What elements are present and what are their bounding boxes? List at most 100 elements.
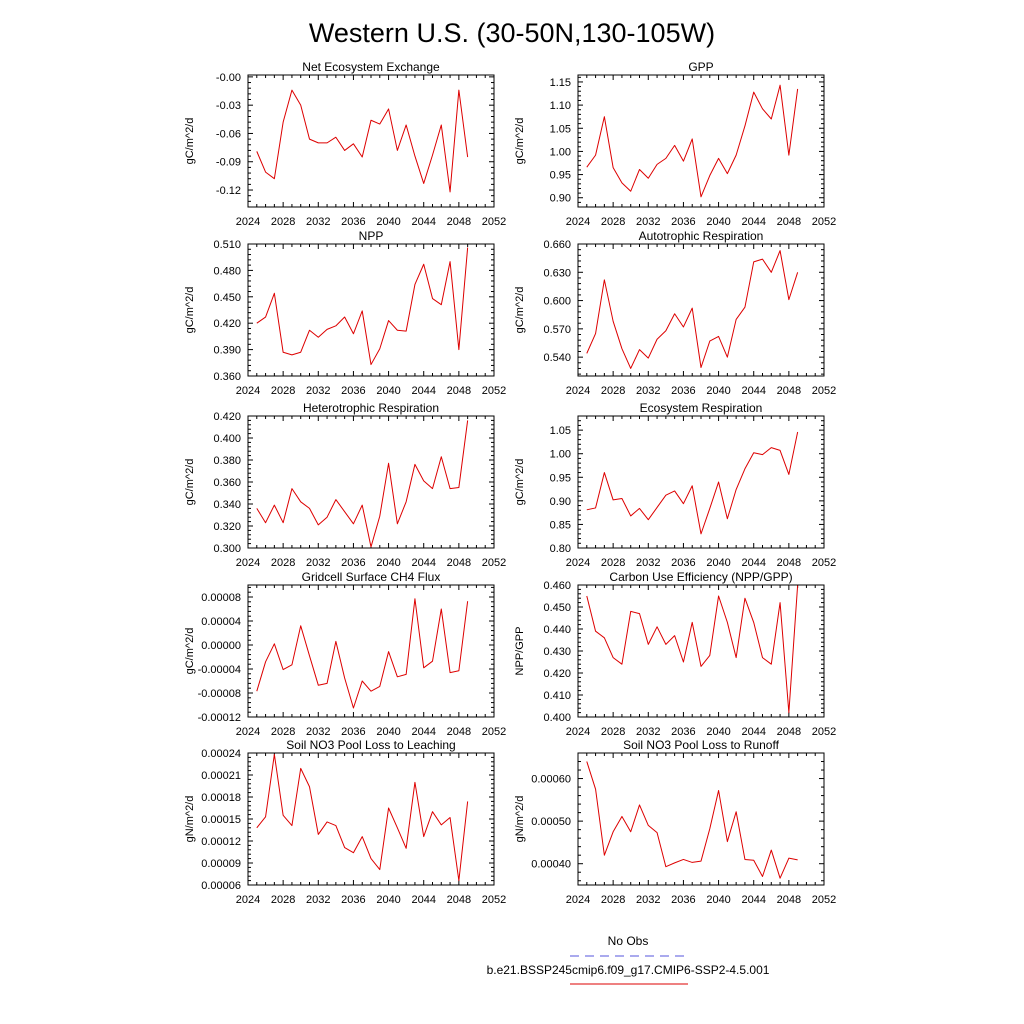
chart-10-y-tick-label: 0.00050 <box>531 816 571 828</box>
chart-9-y-tick-label: 0.00012 <box>201 836 241 848</box>
chart-2-y-tick-label: 1.00 <box>550 146 571 158</box>
chart-4-y-tick-label: 0.600 <box>543 296 571 308</box>
chart-5-x-tick-label: 2028 <box>271 557 295 569</box>
chart-3-y-tick-label: 0.450 <box>213 292 241 304</box>
chart-1-y-tick-label: -0.09 <box>216 157 241 169</box>
chart-1-x-tick-label: 2052 <box>482 216 506 228</box>
chart-7-y-tick-label: -0.00012 <box>198 712 241 724</box>
chart-6-y-axis-label: gC/m^2/d <box>514 459 526 506</box>
chart-7-x-tick-label: 2052 <box>482 726 506 738</box>
chart-8-y-tick-label: 0.400 <box>543 712 571 724</box>
chart-1-x-tick-label: 2028 <box>271 216 295 228</box>
chart-3-y-axis-label: gC/m^2/d <box>184 287 196 334</box>
main-title: Western U.S. (30-50N,130-105W) <box>309 18 715 48</box>
chart-10-x-tick-label: 2044 <box>741 894 765 906</box>
chart-5-series-line <box>256 420 469 548</box>
chart-9-y-axis-label: gN/m^2/d <box>184 796 196 843</box>
chart-5-x-tick-label: 2048 <box>447 557 471 569</box>
chart-4-y-tick-label: 0.540 <box>543 352 571 364</box>
chart-4-x-tick-label: 2048 <box>777 385 801 397</box>
chart-8-x-tick-label: 2036 <box>671 726 695 738</box>
chart-8-x-tick-label: 2024 <box>566 726 590 738</box>
chart-3-series-line <box>256 247 469 366</box>
chart-5-y-tick-label: 0.380 <box>213 455 241 467</box>
chart-5-y-axis-label: gC/m^2/d <box>184 459 196 506</box>
chart-5-plot-frame <box>247 415 495 549</box>
chart-4-y-tick-label: 0.660 <box>543 239 571 251</box>
chart-7-y-tick-label: -0.00008 <box>198 688 241 700</box>
chart-4-y-tick-label: 0.570 <box>543 324 571 336</box>
chart-9-title: Soil NO3 Pool Loss to Leaching <box>286 738 455 752</box>
chart-5-y-tick-label: 0.420 <box>213 411 241 423</box>
chart-1-x-tick-label: 2024 <box>236 216 260 228</box>
chart-5-y-tick-label: 0.300 <box>213 543 241 555</box>
chart-8-y-tick-label: 0.460 <box>543 580 571 592</box>
chart-1-x-tick-label: 2048 <box>447 216 471 228</box>
chart-1-y-axis-label: gC/m^2/d <box>184 118 196 165</box>
chart-10-x-tick-label: 2040 <box>706 894 730 906</box>
chart-4-y-tick-label: 0.630 <box>543 267 571 279</box>
chart-2-y-tick-label: 1.10 <box>550 100 571 112</box>
chart-1-x-tick-label: 2044 <box>411 216 435 228</box>
chart-8-x-tick-label: 2040 <box>706 726 730 738</box>
chart-8-y-tick-label: 0.450 <box>543 602 571 614</box>
chart-6-x-tick-label: 2036 <box>671 557 695 569</box>
chart-7-x-tick-label: 2024 <box>236 726 260 738</box>
chart-8-y-tick-label: 0.420 <box>543 668 571 680</box>
chart-7-y-tick-label: -0.00004 <box>198 664 241 676</box>
chart-5-x-tick-label: 2036 <box>341 557 365 569</box>
chart-8-title: Carbon Use Efficiency (NPP/GPP) <box>609 570 792 584</box>
chart-2-plot-frame <box>577 74 825 208</box>
legend: No Obs b.e21.BSSP245cmip6.f09_g17.CMIP6-… <box>487 934 770 985</box>
chart-8-x-tick-label: 2052 <box>812 726 836 738</box>
chart-2-series-line <box>586 84 799 198</box>
chart-3-y-tick-label: 0.420 <box>213 318 241 330</box>
chart-8-x-tick-label: 2028 <box>601 726 625 738</box>
chart-5-x-tick-label: 2044 <box>411 557 435 569</box>
chart-5-x-tick-label: 2040 <box>376 557 400 569</box>
chart-3-npp: NPP gC/m^2/d 2024 2028 2032 2036 2040 2044 2048 2… <box>184 229 506 397</box>
chart-2-x-tick-label: 2032 <box>636 216 660 228</box>
chart-8-plot-frame <box>577 584 825 718</box>
chart-5-x-tick-label: 2032 <box>306 557 330 569</box>
chart-6-y-tick-label: 0.95 <box>550 472 571 484</box>
chart-7-y-axis-label: gC/m^2/d <box>184 628 196 675</box>
chart-5-y-tick-label: 0.320 <box>213 521 241 533</box>
chart-3-plot-frame <box>247 243 495 377</box>
chart-6-x-tick-label: 2044 <box>741 557 765 569</box>
chart-9-x-tick-label: 2028 <box>271 894 295 906</box>
chart-9-y-tick-label: 0.00015 <box>201 814 241 826</box>
chart-7-x-tick-label: 2036 <box>341 726 365 738</box>
chart-3-x-tick-label: 2052 <box>482 385 506 397</box>
chart-3-y-tick-label: 0.480 <box>213 265 241 277</box>
chart-2-title: GPP <box>688 60 713 74</box>
chart-6-series-line <box>586 431 799 535</box>
chart-9-x-tick-label: 2048 <box>447 894 471 906</box>
chart-9-series-line <box>256 753 469 882</box>
chart-7-y-tick-label: 0.00000 <box>201 640 241 652</box>
chart-2-y-tick-label: 0.95 <box>550 170 571 182</box>
chart-6-y-tick-label: 0.80 <box>550 543 571 555</box>
chart-1-x-tick-label: 2032 <box>306 216 330 228</box>
chart-5-y-tick-label: 0.340 <box>213 499 241 511</box>
chart-7-gridcell-surface-ch4-flux: Gridcell Surface CH4 Flux gC/m^2/d 2024 202… <box>184 570 506 738</box>
chart-7-x-tick-label: 2044 <box>411 726 435 738</box>
chart-8-y-axis-label: NPP/GPP <box>514 627 526 676</box>
chart-10-plot-frame <box>577 752 825 886</box>
chart-3-title: NPP <box>359 229 384 243</box>
chart-7-plot-frame <box>247 584 495 718</box>
chart-4-x-tick-label: 2052 <box>812 385 836 397</box>
chart-3-x-tick-label: 2040 <box>376 385 400 397</box>
chart-10-series-line <box>586 761 798 879</box>
chart-4-y-axis-label: gC/m^2/d <box>514 287 526 334</box>
chart-4-plot-frame <box>577 243 825 377</box>
chart-2-y-tick-label: 1.05 <box>550 123 571 135</box>
chart-4-x-tick-label: 2032 <box>636 385 660 397</box>
chart-10-x-tick-label: 2028 <box>601 894 625 906</box>
chart-4-x-tick-label: 2036 <box>671 385 695 397</box>
chart-8-x-tick-label: 2032 <box>636 726 660 738</box>
chart-8-carbon-use-efficiency-npp-gpp: Carbon Use Efficiency (NPP/GPP) NPP/GPP 20… <box>514 570 836 738</box>
chart-4-x-tick-label: 2024 <box>566 385 590 397</box>
chart-1-y-tick-label: -0.06 <box>216 128 241 140</box>
chart-4-series-line <box>586 250 799 369</box>
